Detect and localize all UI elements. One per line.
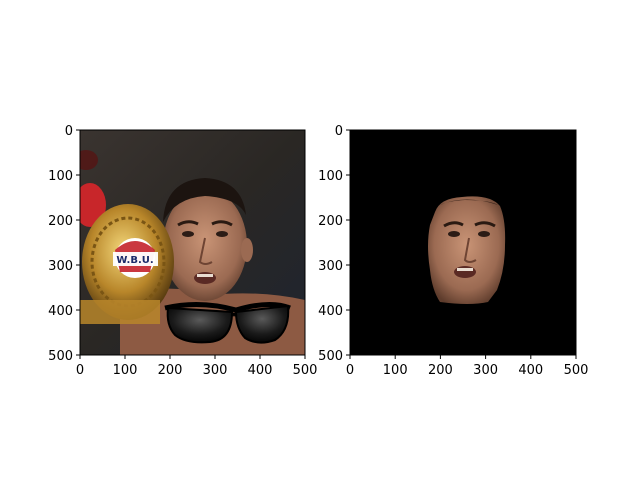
- belt-text: W.B.U.: [116, 255, 153, 266]
- right-x-tick-label: 200: [428, 363, 453, 378]
- right-y-tick-label: 300: [318, 259, 343, 274]
- left-y-tick-label: 400: [48, 304, 73, 319]
- right-y-tick-label: 0: [335, 124, 343, 139]
- right-x-tick-label: 500: [564, 363, 589, 378]
- left-x-tick-label: 200: [158, 363, 183, 378]
- right-axes-frame: [349, 129, 577, 356]
- left-y-tick-label: 200: [48, 214, 73, 229]
- left-y-tick-label: 100: [48, 169, 73, 184]
- left-x-tick-label: 500: [293, 363, 318, 378]
- left-y-tick-label: 500: [48, 349, 73, 364]
- left-axes-frame: [79, 129, 306, 356]
- left-x-tick-label: 400: [248, 363, 273, 378]
- right-x-tick-label: 400: [518, 363, 543, 378]
- right-y-tick-label: 500: [318, 349, 343, 364]
- left-y-tick-label: 0: [65, 124, 73, 139]
- championship-belt: W.B.U.: [80, 204, 174, 324]
- left-y-tick-label: 300: [48, 259, 73, 274]
- segmented-face: [428, 196, 506, 304]
- right-y-tick-label: 400: [318, 304, 343, 319]
- left-x-tick-label: 0: [76, 363, 84, 378]
- left-x-tick-label: 100: [113, 363, 138, 378]
- right-y-tick-label: 100: [318, 169, 343, 184]
- right-x-tick-label: 300: [473, 363, 498, 378]
- right-y-tick-label: 200: [318, 214, 343, 229]
- left-x-tick-label: 300: [203, 363, 228, 378]
- sunglasses-overlay: [164, 301, 291, 344]
- right-x-tick-label: 100: [383, 363, 408, 378]
- right-x-tick-label: 0: [346, 363, 354, 378]
